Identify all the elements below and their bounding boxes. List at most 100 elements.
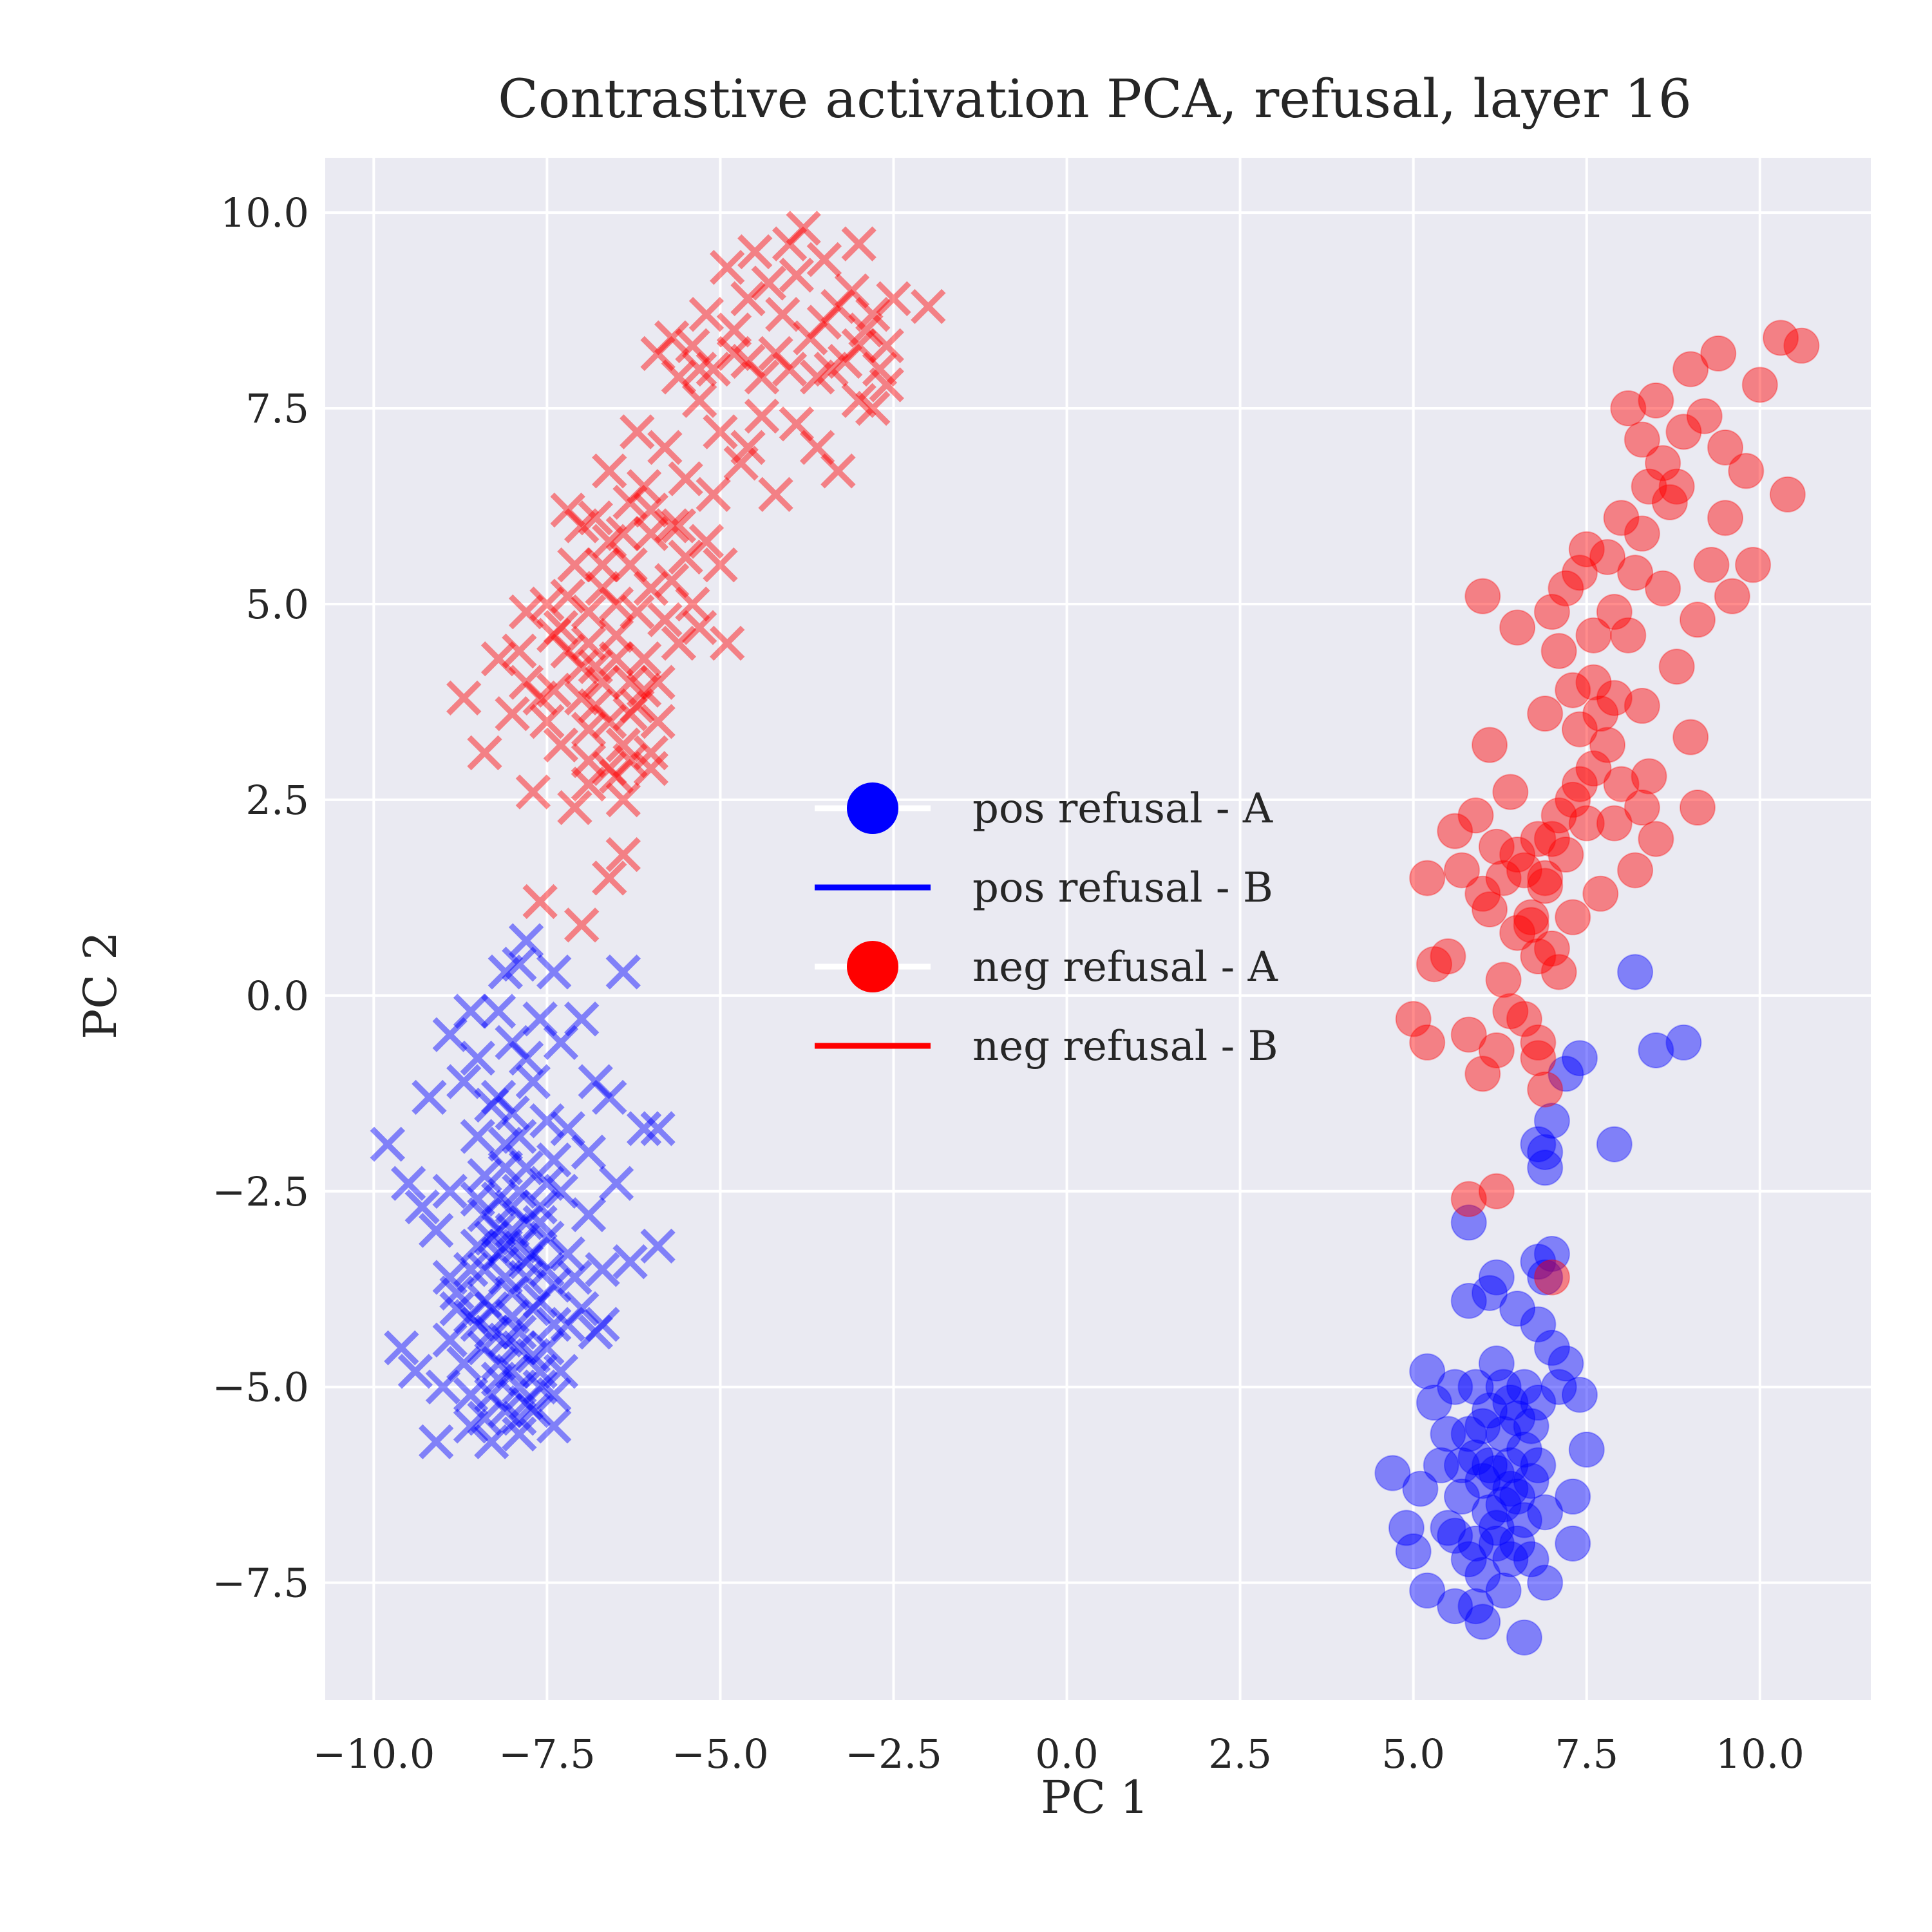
legend-item: pos refusal - B [815,864,1273,912]
circle-marker-point [1555,1525,1591,1562]
x-marker-point [467,1401,502,1436]
x-marker-point [488,1228,524,1264]
x-tick-label: 7.5 [1555,1730,1618,1777]
x-axis-label: PC 1 [1041,1771,1148,1824]
x-marker-point [640,665,676,700]
circle-marker-point [1672,719,1709,755]
circle-marker-point [1631,758,1667,795]
y-tick-label: 10.0 [220,189,309,236]
circle-marker-point [1492,1447,1529,1484]
x-marker-point [515,1236,551,1272]
x-marker-point [522,1001,558,1037]
circle-marker-point [1472,726,1508,763]
circle-marker-point [1513,907,1549,943]
x-marker-point [550,1307,585,1342]
circle-marker-point [1520,1385,1557,1421]
circle-marker-point [1520,1040,1557,1077]
circle-marker-point [1478,1173,1515,1209]
circle-marker-point [1596,805,1633,842]
circle-marker-point [1700,335,1737,372]
x-marker-point [592,1079,627,1115]
x-marker-point [820,289,856,325]
x-marker-point [668,461,703,497]
x-marker-point [612,696,648,732]
x-marker-point [502,1416,537,1452]
x-marker-point [397,1354,433,1389]
circle-marker-point [1430,1510,1466,1546]
x-marker-point [474,1314,509,1350]
circle-marker-point [1527,1259,1564,1296]
circle-marker-point [1527,1071,1564,1108]
x-marker-point [598,759,634,794]
x-marker-point [592,524,627,559]
circle-marker-point [1520,820,1557,857]
x-marker-point [841,226,876,261]
circle-marker-point [1582,696,1619,732]
circle-marker-point [1575,664,1612,701]
x-marker-point [495,1275,530,1311]
x-marker-point [502,1173,537,1209]
circle-marker-point [1464,1604,1501,1640]
x-marker-point [446,1064,482,1099]
x-marker-point [806,305,842,340]
x-marker-point [474,1424,509,1459]
x-marker-point [529,1166,565,1201]
circle-marker-point [1520,1024,1557,1061]
circle-marker-point [1464,1463,1501,1499]
circle-marker-point [1520,1306,1557,1343]
legend-label: neg refusal - B [972,1023,1278,1070]
circle-marker-point [1520,1126,1557,1162]
x-marker-point [772,352,808,387]
x-marker-point [536,1307,572,1342]
x-marker-point [529,1252,565,1287]
x-marker-point [661,625,697,661]
x-marker-point [480,993,516,1029]
x-marker-point [571,1134,607,1170]
x-marker-point [827,343,863,379]
circle-marker-point [1472,1447,1508,1484]
circle-marker-point [1409,860,1446,896]
x-marker-point [488,954,524,990]
x-marker-point [585,1307,620,1342]
circle-marker-point [1478,1525,1515,1562]
x-marker-point [467,1330,502,1366]
x-marker-point [480,1079,516,1115]
x-marker-point [612,743,648,779]
circle-marker-point [1783,327,1820,364]
x-marker-point [550,1111,585,1146]
y-tick-label: 7.5 [245,385,309,432]
x-marker-point [515,1291,551,1327]
circle-marker-point [1492,993,1529,1030]
x-marker-point [772,226,808,261]
x-marker-point [605,727,641,762]
circle-marker-point [1485,1416,1522,1452]
series-3 [1395,319,1820,1296]
circle-marker-point [1527,860,1564,896]
x-marker-point [508,1385,544,1421]
circle-marker-point [1693,547,1730,583]
circle-marker-point [1416,1385,1452,1421]
x-marker-point [425,1369,461,1405]
circle-marker-point [1450,1416,1487,1452]
x-marker-point [605,516,641,551]
x-marker-point [640,336,676,372]
x-marker-point [543,610,579,645]
x-marker-point [862,352,898,387]
x-marker-point [598,586,634,622]
x-marker-point [730,281,766,317]
x-marker-point [688,296,724,332]
y-tick-label: −5.0 [212,1364,309,1411]
circle-marker-point [1679,790,1716,826]
circle-marker-point [1624,790,1660,826]
x-marker-point [502,1228,537,1264]
x-marker-point [495,1095,530,1131]
circle-marker-point [1624,421,1660,458]
x-marker-point [605,954,641,990]
x-tick-label: −7.5 [498,1730,596,1777]
x-marker-point [480,1236,516,1272]
data-series [370,211,1820,1656]
circle-marker-point [1651,484,1688,520]
x-marker-point [467,1252,502,1287]
x-marker-point [488,1260,524,1295]
x-marker-point [654,508,690,544]
